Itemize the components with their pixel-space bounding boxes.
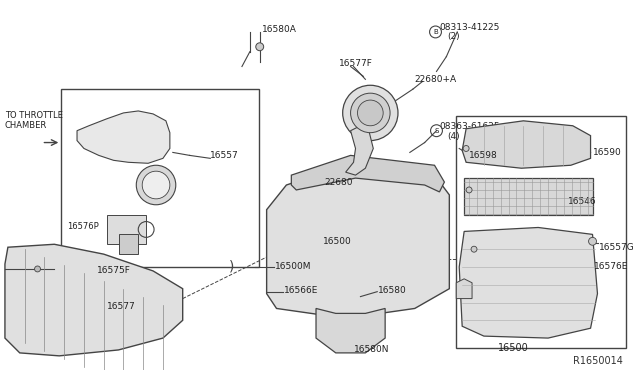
- Circle shape: [589, 237, 596, 245]
- Bar: [107, 215, 146, 244]
- Text: 16500M: 16500M: [275, 263, 311, 272]
- Text: 16546: 16546: [568, 197, 596, 206]
- Text: 16598: 16598: [482, 286, 511, 295]
- Circle shape: [358, 100, 383, 126]
- Text: ): ): [229, 260, 235, 274]
- Text: 16590: 16590: [593, 148, 621, 157]
- Text: 16510A: 16510A: [504, 146, 538, 155]
- Text: 16500: 16500: [498, 343, 529, 353]
- Text: 08313-41225: 08313-41225: [440, 22, 500, 32]
- Polygon shape: [346, 126, 373, 175]
- Text: 16500: 16500: [323, 237, 351, 246]
- Text: 16580A: 16580A: [262, 25, 296, 35]
- Polygon shape: [464, 178, 593, 215]
- Text: 16575F: 16575F: [97, 266, 131, 275]
- Text: (4): (4): [447, 132, 460, 141]
- Text: (2): (2): [447, 32, 460, 41]
- Text: R1650014: R1650014: [573, 356, 623, 366]
- Text: 16598: 16598: [469, 151, 498, 160]
- Text: 16510A: 16510A: [504, 187, 538, 196]
- Bar: [61, 89, 259, 267]
- Circle shape: [256, 43, 264, 51]
- Circle shape: [136, 165, 176, 205]
- Text: 22680+A: 22680+A: [415, 75, 457, 84]
- Polygon shape: [462, 121, 591, 168]
- Text: 16557: 16557: [211, 151, 239, 160]
- Text: 16557G: 16557G: [598, 243, 634, 252]
- Circle shape: [351, 93, 390, 133]
- Polygon shape: [316, 308, 385, 353]
- Circle shape: [142, 171, 170, 199]
- Circle shape: [463, 145, 469, 151]
- Polygon shape: [291, 155, 444, 192]
- Text: 22680: 22680: [324, 177, 353, 186]
- Polygon shape: [5, 244, 182, 356]
- Text: 16576E: 16576E: [593, 263, 628, 272]
- Bar: [118, 234, 138, 254]
- Text: 16580N: 16580N: [353, 346, 389, 355]
- Text: S: S: [435, 128, 438, 134]
- Polygon shape: [77, 111, 170, 163]
- Polygon shape: [267, 165, 449, 318]
- Text: 16566E: 16566E: [284, 286, 319, 295]
- Text: 16580: 16580: [378, 286, 407, 295]
- Circle shape: [471, 246, 477, 252]
- Circle shape: [35, 266, 40, 272]
- Text: 16576P: 16576P: [67, 222, 99, 231]
- Text: 16577: 16577: [107, 302, 136, 311]
- Circle shape: [342, 85, 398, 141]
- Text: 16577F: 16577F: [339, 59, 372, 68]
- Circle shape: [466, 187, 472, 193]
- Text: TO THROTTLE
CHAMBER: TO THROTTLE CHAMBER: [5, 111, 63, 130]
- Text: 08363-61625: 08363-61625: [440, 122, 500, 131]
- Text: B: B: [433, 29, 438, 35]
- Bar: [456, 116, 626, 348]
- Polygon shape: [456, 279, 472, 299]
- Polygon shape: [460, 227, 598, 338]
- Text: 16557: 16557: [492, 247, 520, 256]
